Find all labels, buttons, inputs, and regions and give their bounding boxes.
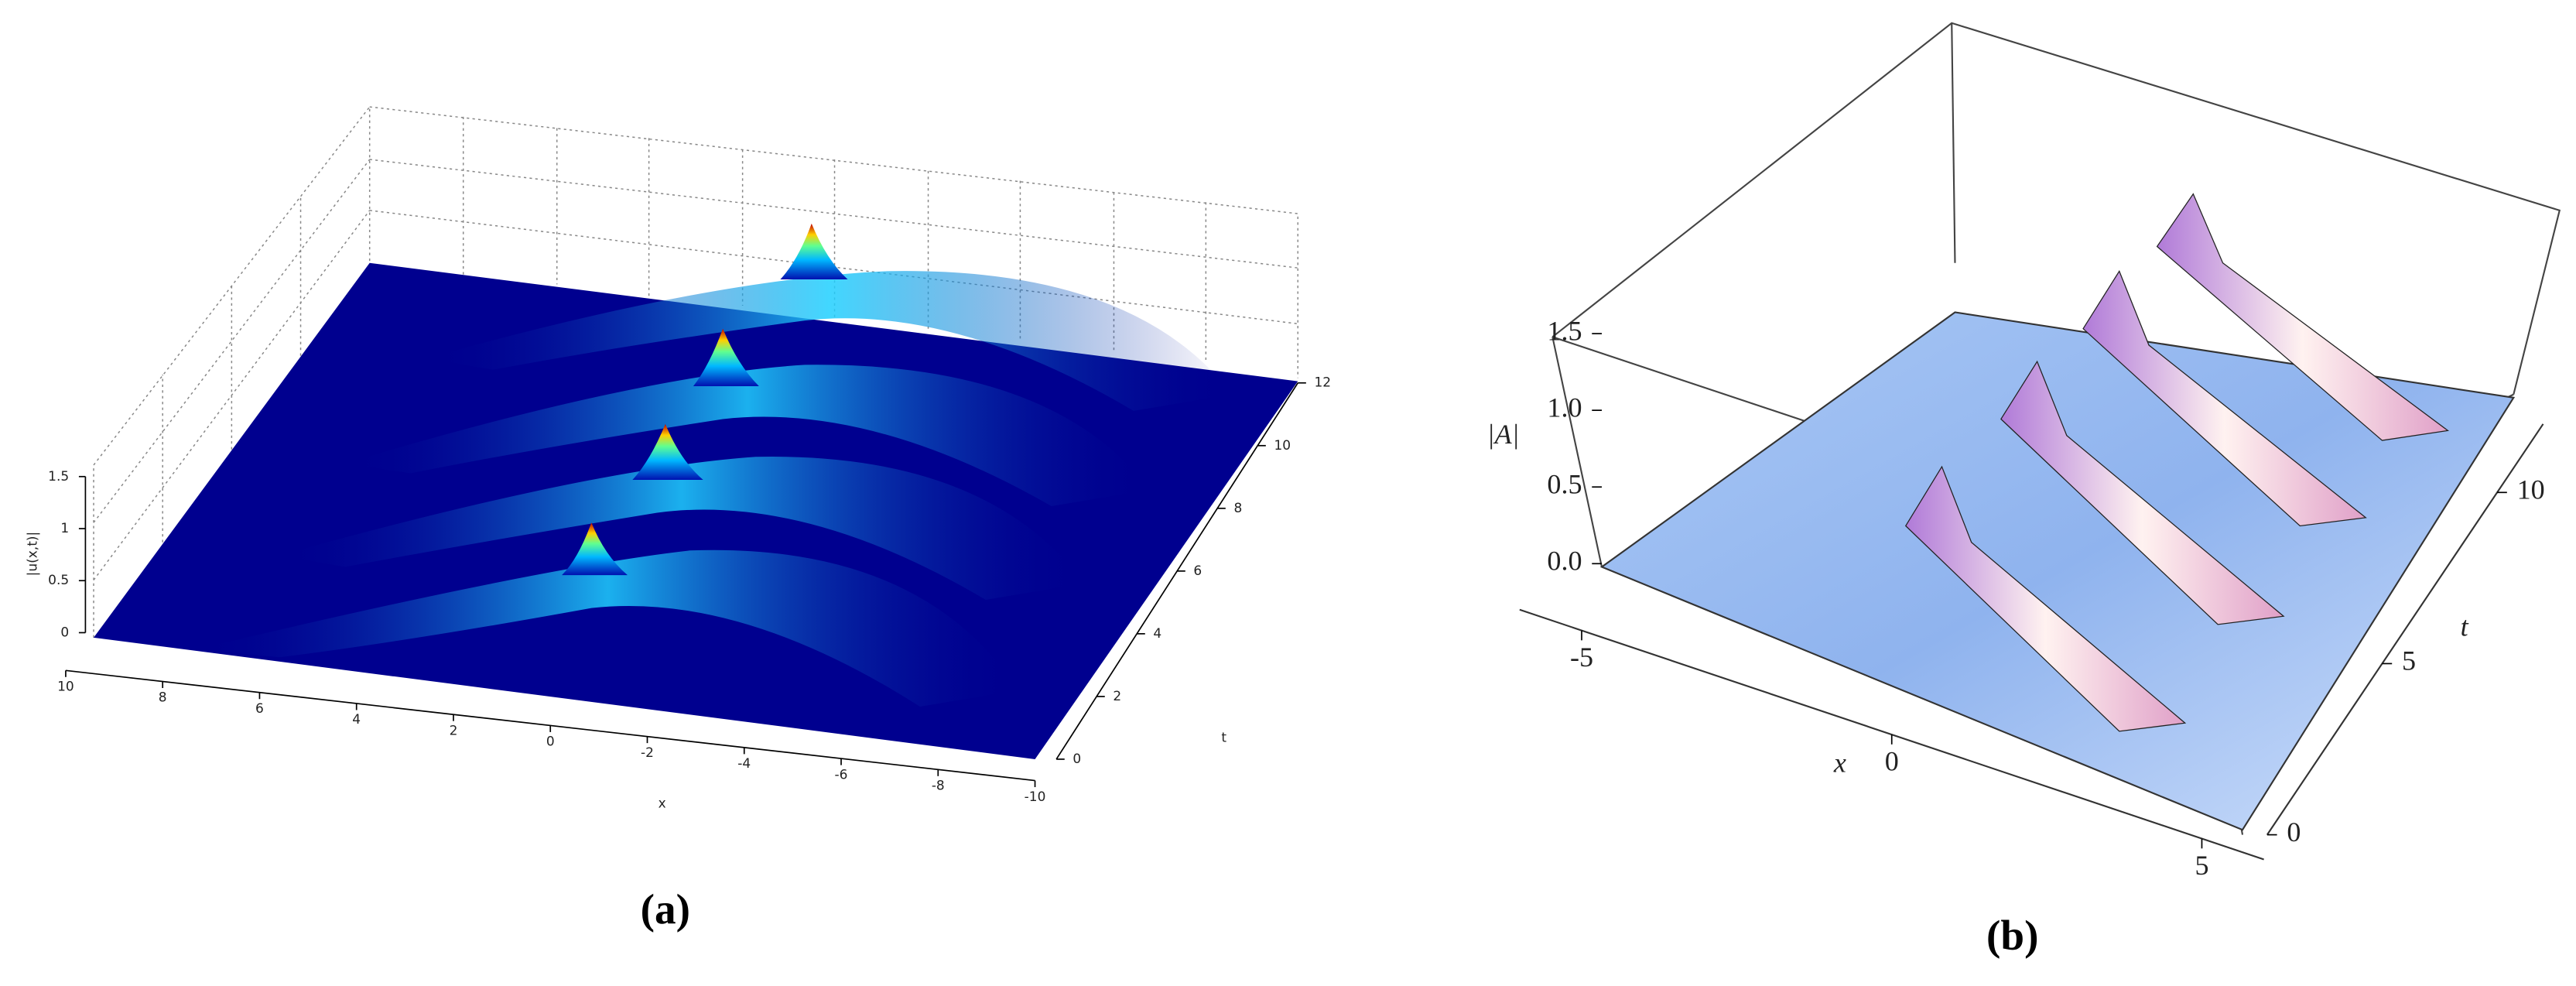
panel-a	[65, 104, 1298, 782]
x-tick-label: -5	[1570, 642, 1593, 673]
z-tick-label: 0.5	[1547, 468, 1582, 499]
x-tick-label: 10	[57, 680, 74, 695]
x-axis-label: x	[1833, 748, 1846, 779]
z-axis-label: |A|	[1487, 419, 1520, 450]
y-tick-label: 8	[1233, 501, 1242, 516]
x-tick-label: -6	[835, 767, 848, 782]
z-tick-label: 0	[60, 625, 69, 640]
y-tick-label: 10	[2517, 474, 2545, 505]
axes-b: |A| x t -5 0 5 0 5 10 0.0 0.5 1.0 1.5	[1487, 315, 2545, 881]
y-tick-label: 12	[1314, 375, 1331, 391]
z-axis-label: |u(x,t)|	[25, 532, 40, 577]
y-tick-label: 10	[1274, 438, 1291, 454]
x-axis-label: x	[659, 796, 666, 811]
x-tick-label: 6	[255, 701, 264, 717]
x-tick-label: 2	[450, 723, 458, 738]
y-axis-label: t	[2461, 611, 2469, 642]
x-tick-label: -8	[932, 779, 945, 794]
caption: (a)	[641, 885, 690, 933]
z-tick-label: 1	[60, 521, 69, 536]
z-tick-label: 1.0	[1547, 392, 1582, 423]
x-tick-label: 4	[352, 712, 361, 728]
y-tick-label: 6	[1193, 563, 1202, 579]
y-axis-label: t	[1221, 730, 1226, 745]
y-tick-label: 5	[2402, 645, 2416, 676]
panel-b	[1519, 22, 2561, 861]
x-tick-label: 0	[1885, 746, 1899, 777]
surface-plane	[1599, 311, 2516, 831]
y-tick-label: 0	[1072, 751, 1081, 767]
x-tick-label: 0	[546, 734, 555, 750]
x-tick-label: -4	[737, 756, 751, 772]
surface-ridges	[1904, 193, 2450, 732]
x-tick-label: 8	[159, 690, 167, 706]
y-tick-label: 0	[2287, 817, 2301, 847]
x-tick-label: -2	[641, 745, 654, 761]
caption: (b)	[1986, 912, 2038, 959]
y-tick-label: 4	[1153, 626, 1161, 642]
x-tick-label: 5	[2195, 850, 2208, 881]
z-tick-label: 0.5	[48, 573, 69, 588]
z-tick-label: 1.5	[48, 469, 69, 484]
x-tick-label: -10	[1025, 789, 1046, 805]
z-tick-label: 1.5	[1547, 315, 1582, 346]
axes-a: |u(x,t)| x t 1086420-2-4-6-8-10024681012…	[25, 375, 1331, 812]
y-tick-label: 2	[1113, 689, 1121, 704]
surface-waves	[197, 223, 1233, 707]
z-tick-label: 0.0	[1547, 546, 1582, 577]
